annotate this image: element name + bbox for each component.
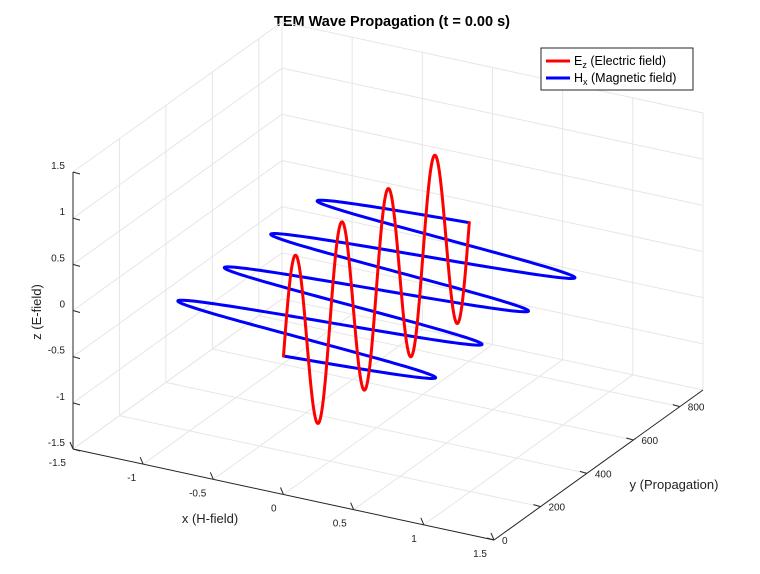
y-tick [626, 437, 634, 441]
y-tick-label: 800 [688, 403, 705, 414]
y-tick-label: 0 [502, 536, 508, 547]
y-axis-label: y (Propagation) [630, 477, 719, 492]
y-tick [672, 404, 680, 408]
data-layer [176, 153, 577, 425]
z-tick [72, 263, 81, 267]
y-tick-label: 400 [595, 469, 612, 480]
z-tick [72, 171, 81, 175]
x-tick [490, 532, 495, 541]
grid-line [72, 67, 283, 219]
grid-line [119, 415, 541, 508]
z-tick [72, 310, 81, 313]
grid-line [283, 344, 493, 495]
z-axis-label: z (E-field) [29, 284, 44, 340]
z-tick-label: 1.5 [51, 161, 65, 172]
z-tick [72, 402, 81, 406]
grid-line [142, 313, 353, 465]
y-tick [579, 470, 588, 474]
grid-line [72, 252, 283, 404]
x-tick-label: 1 [411, 534, 417, 545]
z-tick-label: -1 [56, 392, 65, 403]
grid-line [281, 298, 704, 391]
grid-line [72, 160, 283, 311]
grid-line [281, 67, 704, 160]
series-electric-field [282, 153, 471, 425]
grid-layer [72, 21, 704, 541]
y-axis-line [493, 389, 704, 541]
y-tick-label: 200 [548, 503, 565, 514]
x-axis-label: x (H-field) [182, 511, 238, 526]
z-tick [72, 448, 81, 452]
x-tick-label: 0.5 [333, 519, 347, 530]
x-tick [350, 502, 355, 510]
x-tick [420, 517, 425, 526]
x-tick-label: 0 [271, 504, 277, 515]
grid-line [165, 381, 587, 474]
grid-line [72, 206, 283, 358]
x-tick-label: -0.5 [189, 488, 207, 499]
chart-title: TEM Wave Propagation (t = 0.00 s) [274, 14, 510, 30]
z-tick-label: -1.5 [48, 438, 66, 449]
z-tick-label: -0.5 [48, 346, 66, 357]
legend-box [540, 47, 694, 91]
grid-line [423, 374, 634, 526]
grid-line [281, 21, 704, 114]
z-tick [72, 356, 81, 360]
grid-line [72, 298, 283, 450]
legend: Ez (Electric field) Hx (Magnetic field) [540, 47, 694, 91]
grid-line [281, 113, 704, 206]
x-tick [280, 487, 284, 495]
z-tick-label: 1 [59, 207, 65, 218]
x-tick-label: -1 [127, 473, 136, 484]
x-tick [209, 472, 214, 480]
y-tick-label: 600 [641, 436, 658, 447]
grid-line [353, 359, 563, 511]
x-tick [139, 456, 144, 465]
z-tick [72, 217, 81, 221]
legend-label-electric: Ez (Electric field) [574, 54, 666, 70]
z-tick-label: 0 [59, 300, 65, 311]
y-tick [486, 537, 495, 541]
tick-labels: -1.5 -1 -0.5 0 0.5 1 1.5 0 200 400 600 800 -1.5 -1 -0.… [48, 161, 705, 560]
y-tick [533, 504, 541, 508]
grid-line [72, 113, 283, 265]
grid-line [281, 160, 704, 252]
x-tick-label: 1.5 [473, 549, 487, 560]
x-tick [69, 441, 74, 450]
legend-label-magnetic: Hx (Magnetic field) [574, 71, 676, 87]
x-tick-label: -1.5 [49, 458, 67, 469]
z-tick-label: 0.5 [51, 253, 65, 264]
grid-line [212, 348, 634, 441]
grid-line [72, 21, 283, 173]
grid-line [213, 328, 423, 480]
